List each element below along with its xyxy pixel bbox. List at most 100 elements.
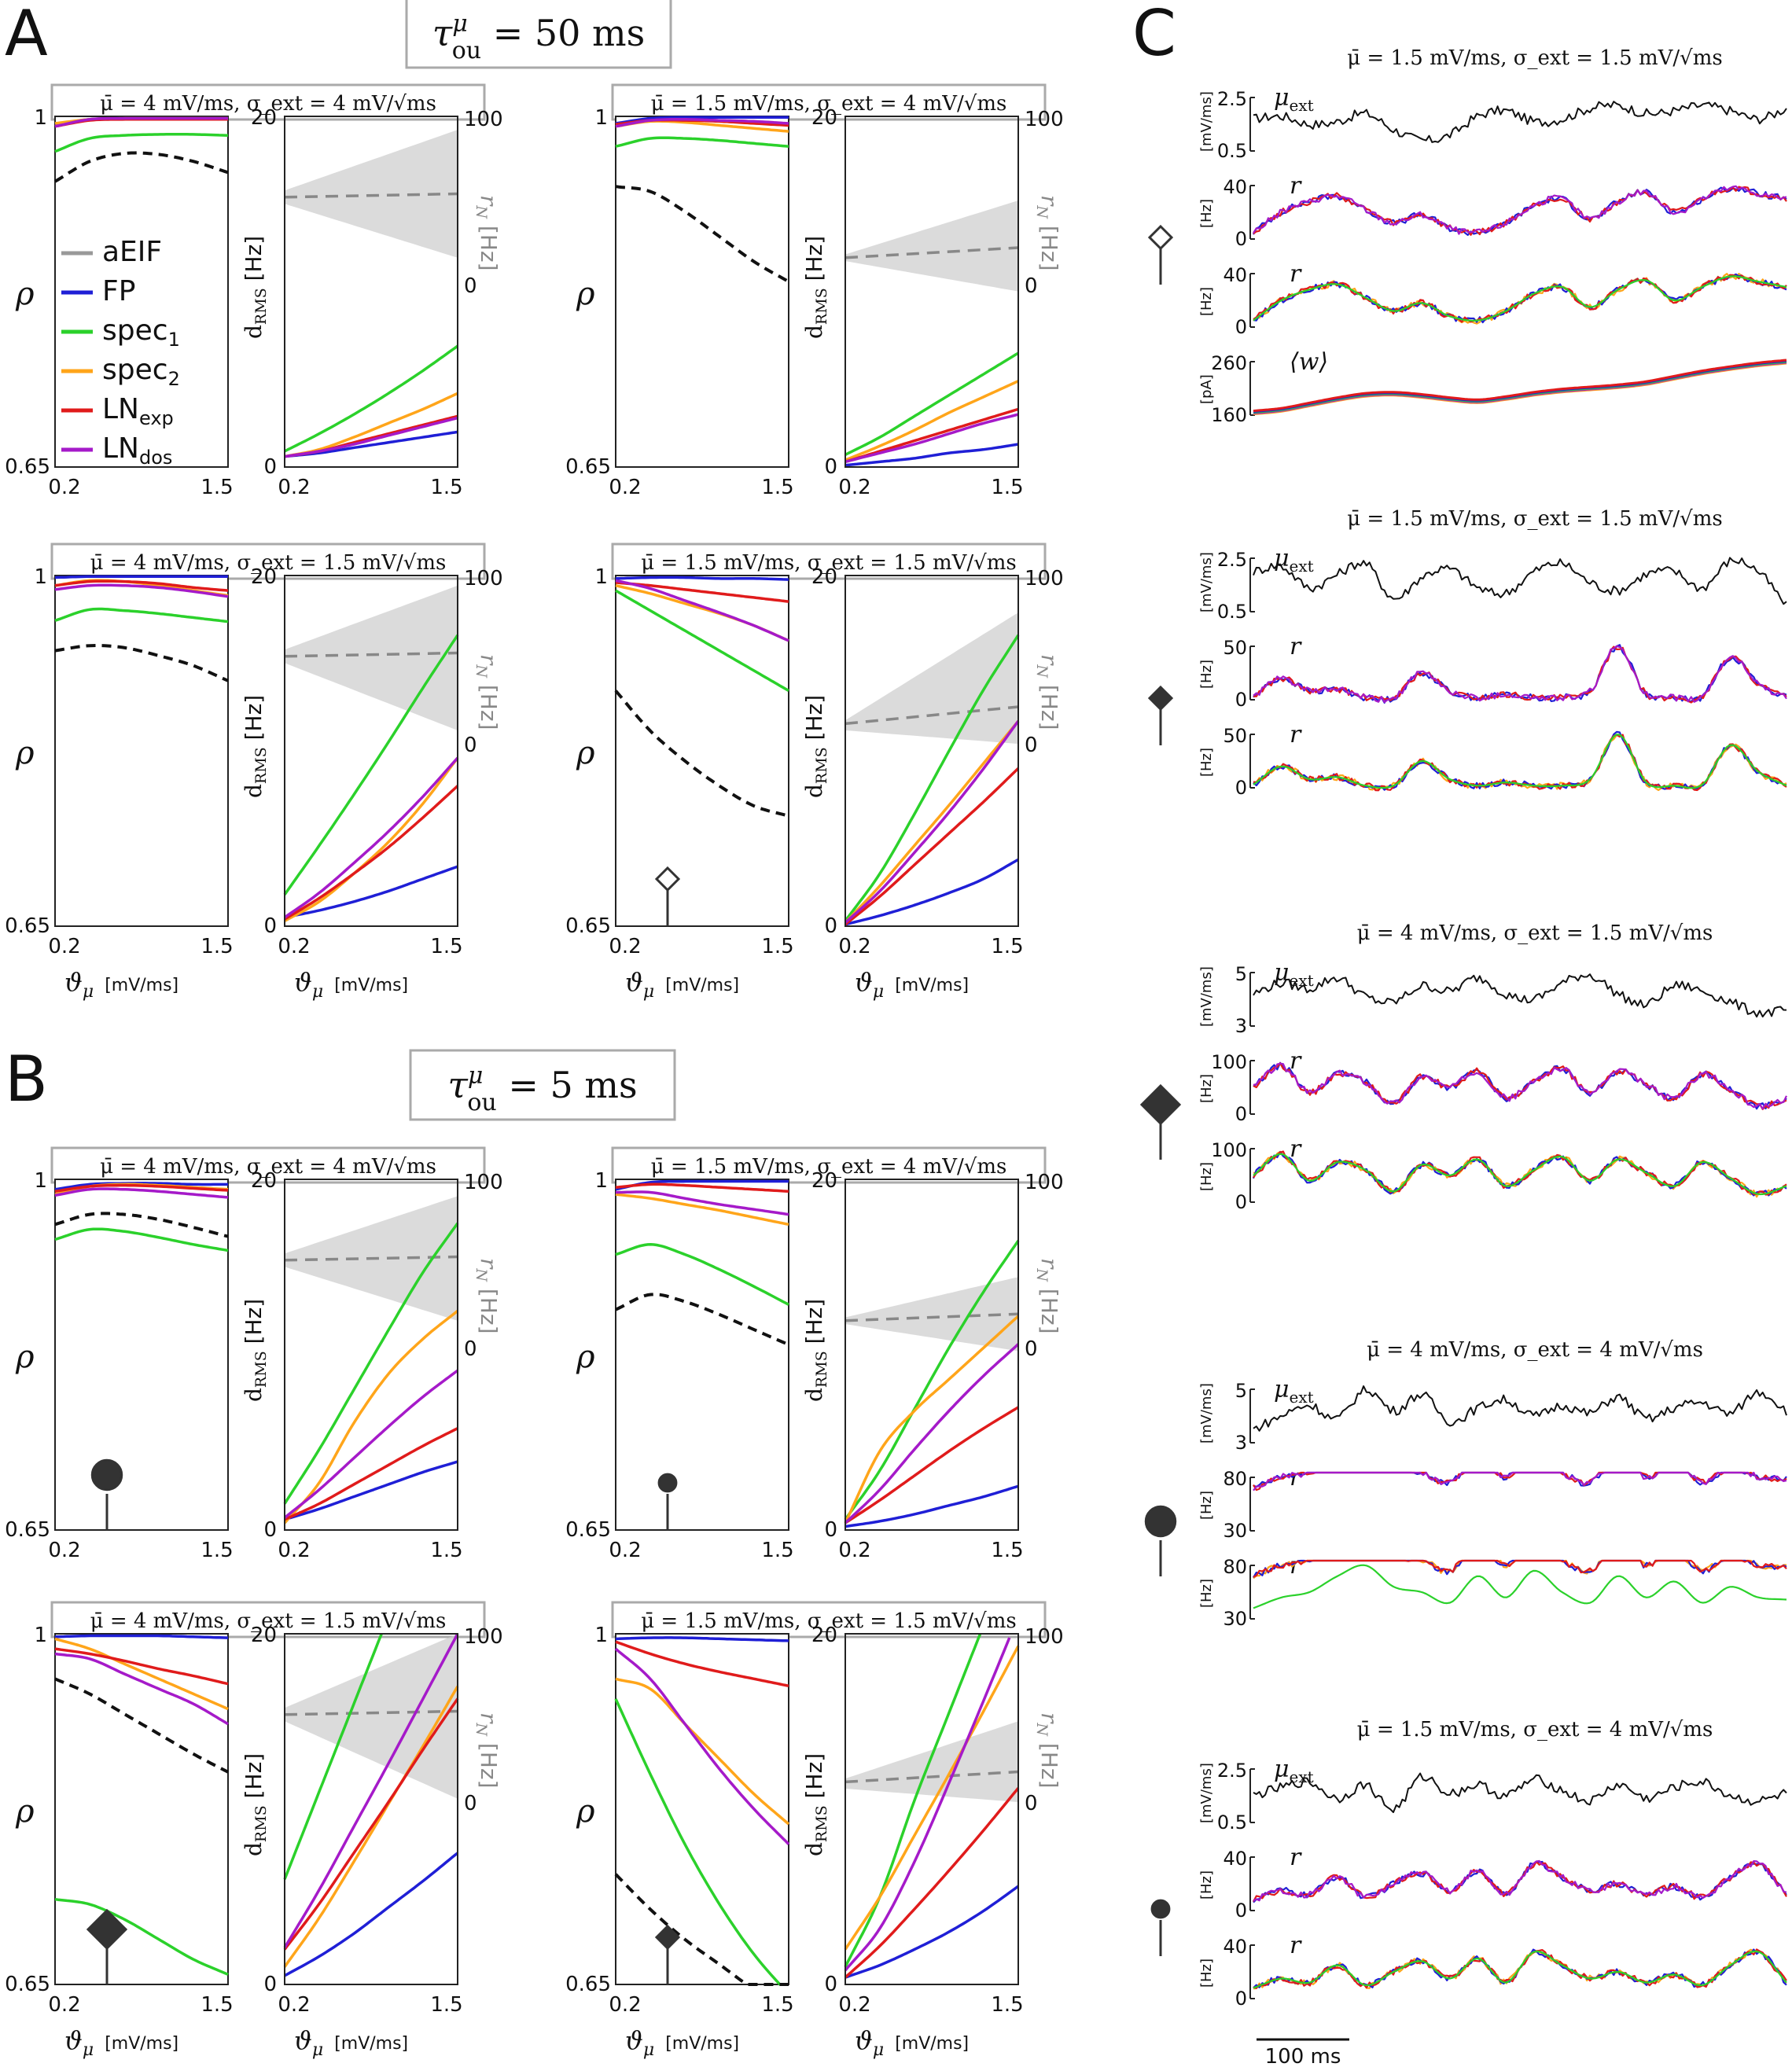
c-trace-label: ⟨w⟩ — [1290, 348, 1328, 376]
c-trace-w: 260 160[pA] ⟨w⟩ — [1198, 348, 1787, 426]
c-ytick: 0 — [1235, 1900, 1247, 1922]
panel-title-frame — [611, 1601, 1047, 1639]
c-trace-rate1: 40 0 [Hz] r — [1198, 172, 1787, 250]
c-rate-line-FP — [1253, 1061, 1787, 1110]
scale-bar: 100 ms — [1257, 2038, 1349, 2067]
c-ytick: 0 — [1235, 689, 1247, 711]
rho-plot: 1 0.65 ρ 0.2 1.5 — [565, 1624, 794, 2017]
rho-line-spec1 — [54, 1897, 229, 1976]
drms-line-LNexp — [844, 1787, 1020, 1979]
drms-axis-label: dRMS [Hz] — [241, 236, 270, 339]
panel-title: μ̄ = 1.5 mV/ms, σ_ext = 4 mV/√ms — [651, 1155, 1007, 1179]
x-tick: 0.2 — [609, 935, 641, 958]
c-section-2: μ̄ = 1.5 mV/ms, σ_ext = 1.5 mV/√ms 2.5 0.5… — [1147, 507, 1787, 799]
c-trace-rate2: 80 30 [Hz] r — [1198, 1552, 1787, 1630]
rho-axis-label: ρ — [15, 276, 35, 312]
rN-ytick: 100 — [464, 1171, 503, 1194]
panel-title-frame — [50, 83, 486, 121]
c-rate-line-LNdos — [1253, 1859, 1787, 1902]
x-tick: 1.5 — [201, 1993, 233, 2017]
panel-letter-b: B — [5, 1043, 48, 1116]
diamond-marker-icon — [654, 866, 681, 926]
c-unit: [Hz] — [1198, 1959, 1215, 1988]
rho-line-FP — [615, 576, 789, 581]
panel-c: μ̄ = 1.5 mV/ms, σ_ext = 1.5 mV/√ms 2.5 0.5… — [1139, 46, 1787, 2067]
c-ytick: 50 — [1223, 637, 1247, 659]
rN-ytick: 0 — [464, 1792, 477, 1815]
c-trace-label: r — [1290, 1464, 1302, 1491]
c-unit: [mV/ms] — [1198, 1383, 1215, 1444]
rho-plot: 1 0.65 ρ 0.2 1.5 — [565, 106, 794, 499]
marker-head — [90, 1458, 123, 1491]
rN-ytick: 0 — [1025, 734, 1038, 757]
panel-title-frame — [611, 83, 1047, 121]
rho-ytick: 0.65 — [5, 914, 50, 938]
x-tick: 0.2 — [609, 476, 641, 499]
drms-line-LNdos — [844, 720, 1020, 924]
rN-ytick: 0 — [1025, 1792, 1038, 1815]
c-rate-line-spec1 — [1253, 1950, 1787, 1989]
drms-line-FP — [844, 1484, 1019, 1528]
drms-line-spec1 — [283, 1633, 383, 1880]
rho-line-LNdos — [54, 1187, 229, 1199]
rN-axis-label: rN [Hz] — [473, 1258, 502, 1334]
rho-plot: 1 0.65 ρ 0.2 1.5 — [5, 1169, 234, 1562]
c-section-1: μ̄ = 1.5 mV/ms, σ_ext = 1.5 mV/√ms 2.5 0.5… — [1147, 46, 1787, 426]
x-axis-label: ϑμ [mV/ms] — [294, 967, 408, 1002]
c-trace-mu: 2.5 0.5[mV/ms] μext — [1198, 84, 1787, 162]
c-unit: [mV/ms] — [1198, 966, 1215, 1027]
rho-axis-label: ρ — [576, 276, 595, 312]
drms-line-LNexp — [284, 785, 459, 921]
rho-line-spec1 — [615, 1243, 789, 1306]
x-tick: 0.2 — [278, 935, 310, 958]
x-tick: 0.2 — [609, 1993, 641, 2017]
drms-axis-label: dRMS [Hz] — [241, 1299, 270, 1402]
x-tick: 1.5 — [761, 1993, 793, 2017]
circle-marker-icon — [1150, 1899, 1171, 1956]
c-rate-line-FP — [1253, 186, 1787, 236]
drms-ytick: 0 — [824, 914, 837, 938]
drms-ytick: 20 — [251, 565, 277, 589]
drms-ytick: 0 — [824, 455, 837, 479]
drms-line-spec2 — [844, 1645, 1020, 1951]
plot-frame — [844, 1179, 1019, 1531]
x-tick: 0.2 — [838, 1993, 870, 2017]
panel-title-frame — [50, 1146, 486, 1184]
c-trace-label: r — [1290, 260, 1302, 288]
rho-line-LNexp — [54, 579, 229, 592]
circle-marker-icon — [1144, 1505, 1177, 1576]
panel-a2: μ̄ = 1.5 mV/ms, σ_ext = 4 mV/√ms 1 0.65 ρ 0.… — [565, 83, 1064, 499]
legend-label: aEIF — [102, 236, 162, 268]
rN-mean-line — [284, 1255, 458, 1262]
drms-line-spec2 — [283, 1309, 459, 1525]
x-tick: 1.5 — [991, 1539, 1023, 1562]
rho-ytick: 0.65 — [5, 1518, 50, 1542]
c-w-line-LNexp — [1253, 359, 1787, 413]
rho-line-spec1 — [614, 1698, 789, 1986]
rho-line-spec1 — [54, 1227, 229, 1252]
rho-line-FP — [54, 1634, 229, 1639]
marker-head — [1150, 1899, 1171, 1919]
panel-a3: μ̄ = 4 mV/ms, σ_ext = 1.5 mV/√ms 1 0.65 ρ 0.… — [5, 542, 503, 1002]
x-tick: 1.5 — [991, 935, 1023, 958]
legend-label: FP — [102, 275, 135, 307]
rN-ytick: 100 — [1025, 1625, 1064, 1649]
x-tick: 1.5 — [991, 476, 1023, 499]
rho-line-aEIF — [615, 185, 790, 284]
c-rate-line-LNexp — [1253, 734, 1787, 792]
c-trace-mu: 2.5 0.5[mV/ms] μext — [1198, 1756, 1787, 1833]
rho-line-LNdos — [54, 583, 229, 598]
marker-head — [657, 1473, 678, 1493]
c-rate-line-LNexp — [1253, 186, 1787, 236]
c-section-title: μ̄ = 1.5 mV/ms, σ_ext = 4 mV/√ms — [1357, 1718, 1713, 1742]
rN-mean-line — [844, 1770, 1019, 1784]
rho-line-LNdos — [615, 1190, 789, 1216]
plot-frame — [844, 116, 1019, 468]
c-trace-rate2: 40 0 [Hz] r — [1198, 260, 1787, 338]
x-tick: 1.5 — [201, 935, 233, 958]
c-trace-label: r — [1290, 633, 1302, 660]
rho-line-LNexp — [54, 1647, 229, 1686]
